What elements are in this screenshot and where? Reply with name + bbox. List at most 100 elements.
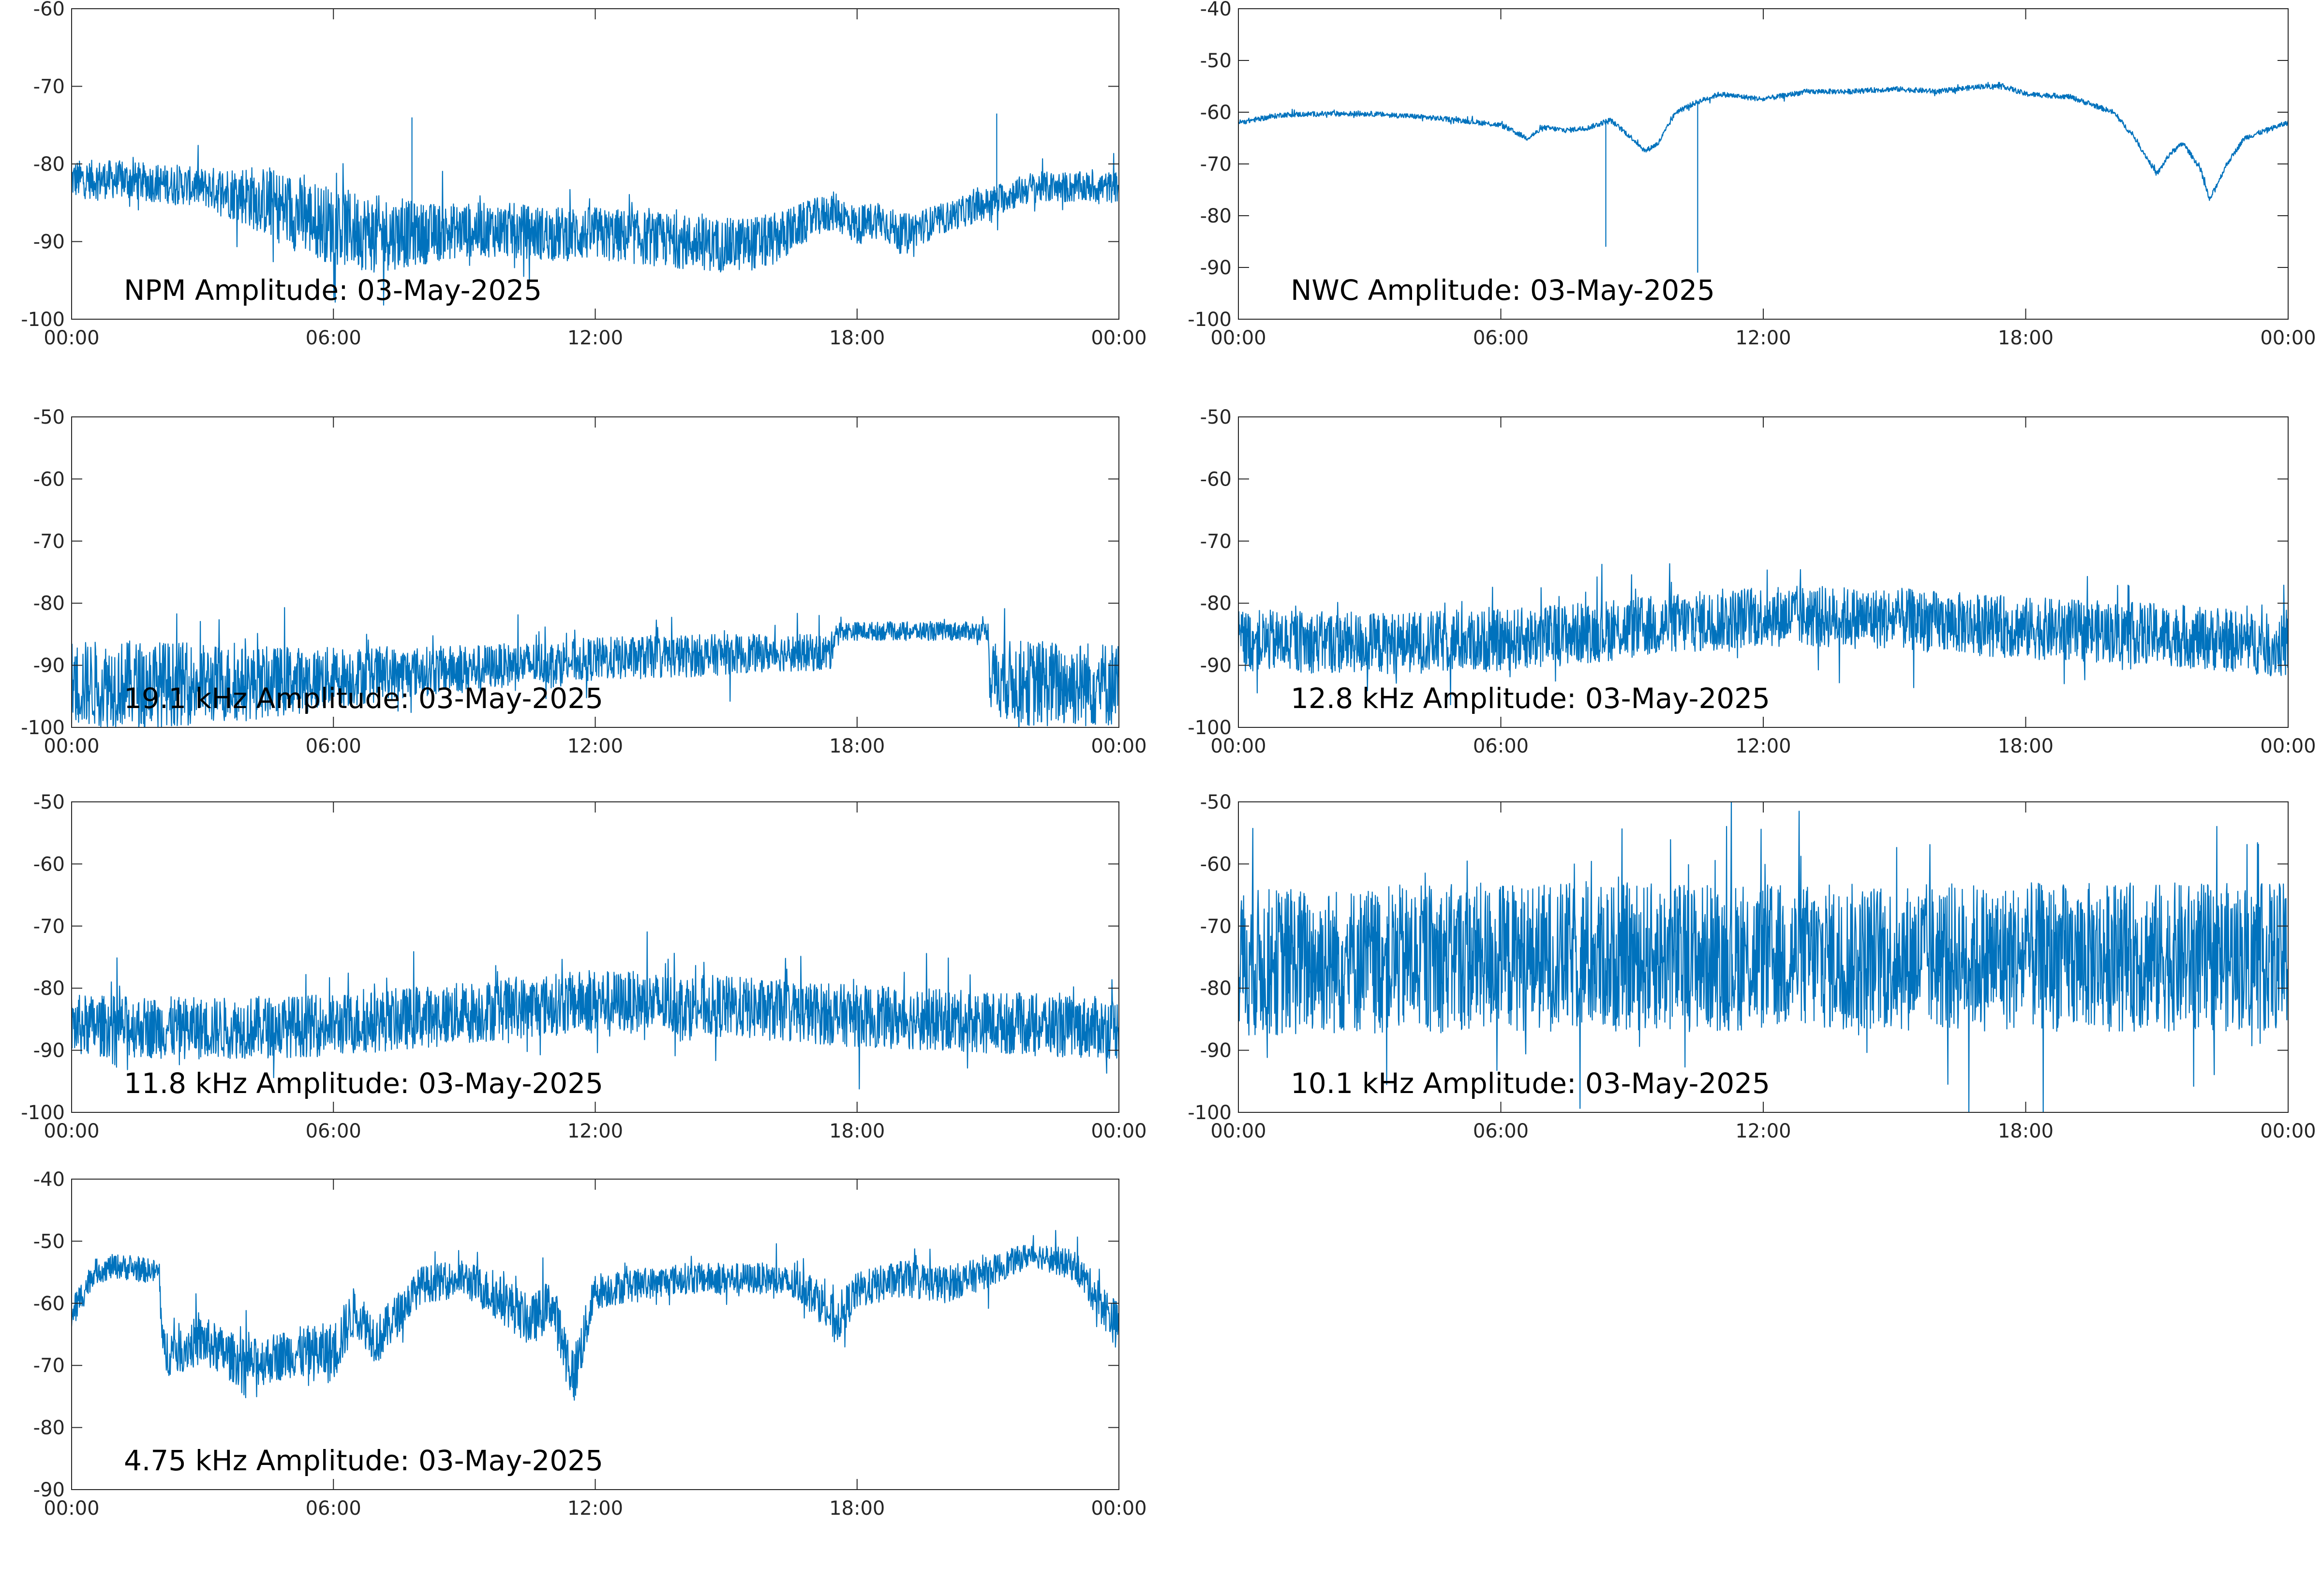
x-tick-label: 18:00 xyxy=(829,327,885,349)
x-tick-label: 12:00 xyxy=(567,1120,623,1142)
x-tick-label: 00:00 xyxy=(1091,735,1146,757)
y-tick-label: -70 xyxy=(33,1355,65,1377)
x-tick-label: 12:00 xyxy=(1735,1120,1791,1142)
y-tick-label: -70 xyxy=(33,76,65,98)
x-tick-label: 00:00 xyxy=(1210,1120,1266,1142)
series-line xyxy=(1238,82,2288,273)
y-tick-label: -50 xyxy=(33,1230,65,1253)
x-tick-label: 00:00 xyxy=(1210,327,1266,349)
y-tick-label: -60 xyxy=(33,853,65,875)
y-tick-label: -90 xyxy=(1200,257,1232,279)
y-tick-label: -80 xyxy=(1200,592,1232,615)
x-tick-label: 00:00 xyxy=(1091,327,1146,349)
x-tick-label: 12:00 xyxy=(1735,735,1791,757)
y-tick-label: -50 xyxy=(33,406,65,429)
y-tick-label: -100 xyxy=(1188,1102,1232,1124)
y-tick-label: -60 xyxy=(33,468,65,490)
y-tick-label: -70 xyxy=(33,531,65,553)
y-tick-label: -70 xyxy=(1200,531,1232,553)
y-tick-label: -40 xyxy=(1200,0,1232,20)
y-tick-label: -70 xyxy=(33,916,65,938)
series-line xyxy=(72,1230,1119,1401)
chart-title: 4.75 kHz Amplitude: 03-May-2025 xyxy=(124,1444,603,1477)
x-tick-label: 06:00 xyxy=(1473,327,1529,349)
y-tick-label: -100 xyxy=(21,1102,65,1124)
x-tick-label: 18:00 xyxy=(829,1120,885,1142)
x-tick-label: 06:00 xyxy=(306,327,361,349)
x-tick-label: 00:00 xyxy=(1091,1497,1146,1520)
y-tick-label: -80 xyxy=(1200,977,1232,1000)
y-tick-label: -80 xyxy=(33,1417,65,1439)
x-tick-label: 00:00 xyxy=(2260,327,2316,349)
x-tick-label: 12:00 xyxy=(567,735,623,757)
y-tick-label: -60 xyxy=(33,1293,65,1315)
y-tick-label: -80 xyxy=(33,592,65,615)
series-line xyxy=(1238,563,2288,706)
y-tick-label: -90 xyxy=(1200,655,1232,677)
x-tick-label: 12:00 xyxy=(567,1497,623,1520)
chart-title: NPM Amplitude: 03-May-2025 xyxy=(124,274,542,307)
x-tick-label: 00:00 xyxy=(1091,1120,1146,1142)
y-tick-label: -50 xyxy=(33,791,65,813)
x-tick-label: 00:00 xyxy=(2260,1120,2316,1142)
x-tick-label: 06:00 xyxy=(1473,1120,1529,1142)
x-tick-label: 00:00 xyxy=(2260,735,2316,757)
x-tick-label: 18:00 xyxy=(1998,735,2054,757)
x-tick-label: 00:00 xyxy=(44,1497,99,1520)
x-tick-label: 06:00 xyxy=(306,1497,361,1520)
y-tick-label: -100 xyxy=(21,309,65,331)
series-line xyxy=(72,931,1119,1090)
chart-title: 11.8 kHz Amplitude: 03-May-2025 xyxy=(124,1067,603,1100)
y-tick-label: -100 xyxy=(21,717,65,739)
x-tick-label: 06:00 xyxy=(306,1120,361,1142)
x-tick-label: 18:00 xyxy=(1998,327,2054,349)
chart-title: 19.1 kHz Amplitude: 03-May-2025 xyxy=(124,682,603,715)
x-tick-label: 00:00 xyxy=(44,327,99,349)
y-tick-label: -70 xyxy=(1200,916,1232,938)
y-tick-label: -90 xyxy=(33,231,65,253)
y-tick-label: -50 xyxy=(1200,406,1232,429)
x-tick-label: 18:00 xyxy=(1998,1120,2054,1142)
y-tick-label: -50 xyxy=(1200,50,1232,72)
y-tick-label: -80 xyxy=(33,977,65,1000)
y-tick-label: -100 xyxy=(1188,309,1232,331)
y-tick-label: -100 xyxy=(1188,717,1232,739)
y-tick-label: -60 xyxy=(1200,853,1232,875)
series-line xyxy=(72,607,1119,727)
series-line xyxy=(72,113,1119,306)
y-tick-label: -50 xyxy=(1200,791,1232,813)
chart-title: NWC Amplitude: 03-May-2025 xyxy=(1291,274,1715,307)
y-tick-label: -80 xyxy=(1200,205,1232,227)
y-tick-label: -60 xyxy=(33,0,65,20)
x-tick-label: 12:00 xyxy=(567,327,623,349)
x-tick-label: 00:00 xyxy=(1210,735,1266,757)
y-tick-label: -70 xyxy=(1200,153,1232,176)
chart-title: 12.8 kHz Amplitude: 03-May-2025 xyxy=(1291,682,1770,715)
x-tick-label: 00:00 xyxy=(44,735,99,757)
x-tick-label: 18:00 xyxy=(829,1497,885,1520)
y-tick-label: -90 xyxy=(33,655,65,677)
y-tick-label: -60 xyxy=(1200,102,1232,124)
x-tick-label: 00:00 xyxy=(44,1120,99,1142)
y-tick-label: -60 xyxy=(1200,468,1232,490)
x-tick-label: 06:00 xyxy=(306,735,361,757)
y-tick-label: -90 xyxy=(1200,1040,1232,1062)
y-tick-label: -90 xyxy=(33,1040,65,1062)
chart-title: 10.1 kHz Amplitude: 03-May-2025 xyxy=(1291,1067,1770,1100)
x-tick-label: 06:00 xyxy=(1473,735,1529,757)
y-tick-label: -40 xyxy=(33,1168,65,1191)
x-tick-label: 18:00 xyxy=(829,735,885,757)
series-line xyxy=(1238,802,2288,1112)
x-tick-label: 12:00 xyxy=(1735,327,1791,349)
y-tick-label: -80 xyxy=(33,153,65,176)
y-tick-label: -90 xyxy=(33,1479,65,1501)
